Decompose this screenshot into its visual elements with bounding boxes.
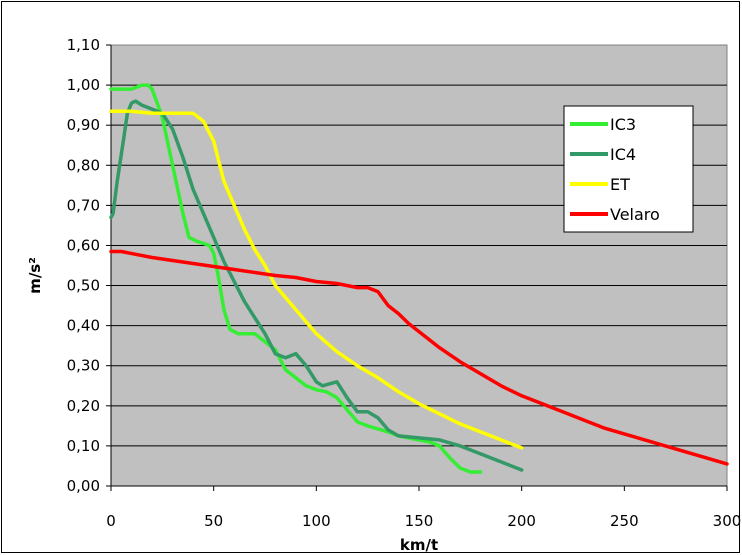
x-tick-label: 0 [106, 512, 116, 530]
x-tick-label: 150 [405, 512, 434, 530]
legend-label-velaro: Velaro [610, 205, 660, 224]
x-tick-label: 250 [610, 512, 639, 530]
legend-box [563, 105, 694, 233]
legend-label-ic3: IC3 [610, 115, 636, 134]
x-tick-label: 50 [204, 512, 223, 530]
x-tick-label: 200 [507, 512, 536, 530]
y-axis-label: m/s² [26, 257, 44, 294]
y-tick-label: 1,00 [67, 76, 100, 94]
y-tick-label: 0,60 [67, 236, 100, 254]
legend-label-ic4: IC4 [610, 145, 636, 164]
y-tick-label: 0,00 [67, 477, 100, 495]
x-axis-ticks: 0 50 100 150 200 250 300 [106, 45, 741, 530]
series-line-et [109, 109, 524, 450]
x-tick-label: 300 [713, 512, 742, 530]
y-tick-label: 0,50 [67, 277, 100, 295]
x-tick-label: 100 [302, 512, 331, 530]
legend: IC3 IC4 ET Velaro [563, 105, 694, 233]
legend-label-et: ET [610, 175, 630, 194]
y-tick-label: 0,20 [67, 397, 100, 415]
y-tick-label: 1,10 [67, 36, 100, 54]
y-axis-ticks: 0,00 0,10 0,20 0,30 0,40 0,50 0,60 0,70 0,80 0,90… [67, 36, 111, 495]
y-tick-label: 0,90 [67, 116, 100, 134]
y-tick-label: 0,70 [67, 196, 100, 214]
y-tick-label: 0,80 [67, 156, 100, 174]
series-line-ic4 [109, 99, 524, 472]
y-tick-label: 0,30 [67, 357, 100, 375]
x-axis-label: km/t [400, 536, 438, 554]
series-line-velaro [109, 249, 729, 466]
y-tick-label: 0,10 [67, 437, 100, 455]
series-lines [109, 83, 729, 474]
y-tick-label: 0,40 [67, 317, 100, 335]
